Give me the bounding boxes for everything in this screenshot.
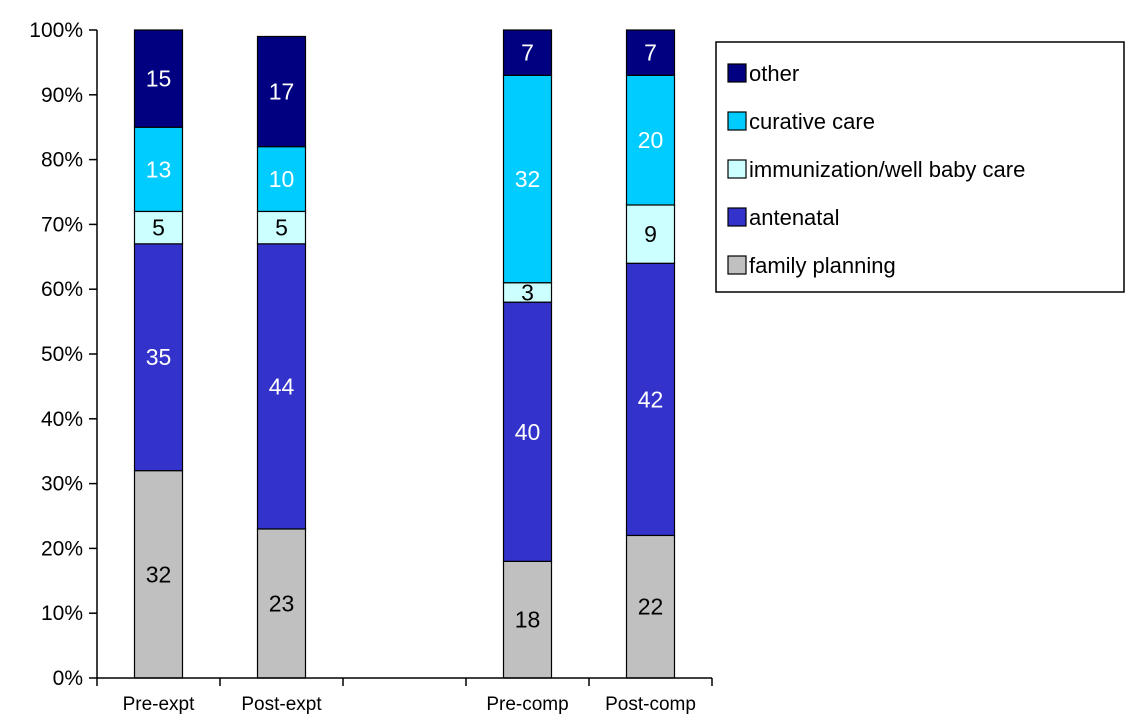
- data-label: 17: [269, 79, 295, 105]
- y-tick-label: 90%: [41, 84, 83, 107]
- bar-segment: [625, 74, 676, 206]
- bar-segment: [256, 35, 307, 148]
- data-label: 44: [269, 373, 295, 399]
- y-tick-label: 0%: [53, 667, 83, 690]
- data-label: 10: [269, 166, 295, 192]
- bar-segment: [502, 74, 553, 284]
- data-label: 7: [521, 40, 534, 66]
- data-label: 42: [638, 386, 664, 412]
- bar-segment: [625, 204, 676, 264]
- y-tick-label: 100%: [29, 19, 83, 42]
- bar-segment: [502, 560, 553, 679]
- data-label: 13: [146, 156, 172, 182]
- legend-box: [715, 41, 1125, 293]
- data-label: 32: [146, 561, 172, 587]
- y-tick-label: 20%: [41, 537, 83, 560]
- y-tick-label: 40%: [41, 408, 83, 431]
- bar-segment: [502, 29, 553, 76]
- legend-label: curative care: [749, 109, 875, 134]
- legend-swatch: [727, 255, 747, 275]
- bar-segment: [502, 301, 553, 562]
- legend-swatch: [727, 111, 747, 131]
- bars-layer: 32 35 5 13 15 23 44 5 10 17 18 40 3 32 7 22 42 9 20 7: [133, 29, 676, 679]
- data-label: 3: [521, 279, 534, 305]
- bar-segment: [625, 29, 676, 76]
- y-tick-label: 10%: [41, 602, 83, 625]
- legend-swatch: [727, 63, 747, 83]
- x-tick-label: Post-expt: [241, 694, 322, 715]
- bar-segment: [133, 29, 184, 128]
- bar-segment: [133, 126, 184, 213]
- data-label: 32: [515, 166, 541, 192]
- bar-segment: [256, 528, 307, 679]
- bar-segment: [133, 243, 184, 472]
- data-label: 18: [515, 607, 541, 633]
- data-label: 5: [152, 215, 165, 241]
- data-label: 22: [638, 594, 664, 620]
- data-label: 9: [644, 221, 657, 247]
- x-tick-label: Pre-comp: [486, 694, 568, 715]
- x-tick-label: Pre-expt: [123, 694, 196, 715]
- axes-layer: 0% 10% 20% 30% 40% 50% 60% 70% 80% 90% 100% Pre-exp…: [29, 19, 713, 715]
- legend-swatch: [727, 207, 747, 227]
- legend-label: immunization/well baby care: [749, 157, 1025, 182]
- y-tick-label: 60%: [41, 278, 83, 301]
- data-label: 7: [644, 40, 657, 66]
- bar-segment: [256, 146, 307, 213]
- bar-segment: [256, 210, 307, 245]
- data-label: 20: [638, 127, 664, 153]
- y-tick-label: 70%: [41, 213, 83, 236]
- y-tick-label: 50%: [41, 343, 83, 366]
- legend-label: antenatal: [749, 205, 840, 230]
- x-tick-label: Post-comp: [605, 694, 696, 715]
- legend-label: family planning: [749, 253, 896, 278]
- data-label: 5: [275, 215, 288, 241]
- bar-segment: [625, 534, 676, 679]
- legend: other curative care immunization/well baby…: [715, 41, 1125, 293]
- bar-segment: [256, 243, 307, 530]
- y-tick-label: 30%: [41, 473, 83, 496]
- data-label: 35: [146, 344, 172, 370]
- bar-segment: [625, 262, 676, 537]
- data-label: 40: [515, 419, 541, 445]
- legend-label: other: [749, 61, 799, 86]
- data-label: 23: [269, 590, 295, 616]
- bar-segment: [133, 470, 184, 679]
- y-tick-label: 80%: [41, 149, 83, 172]
- data-label: 15: [146, 66, 172, 92]
- legend-swatch: [727, 159, 747, 179]
